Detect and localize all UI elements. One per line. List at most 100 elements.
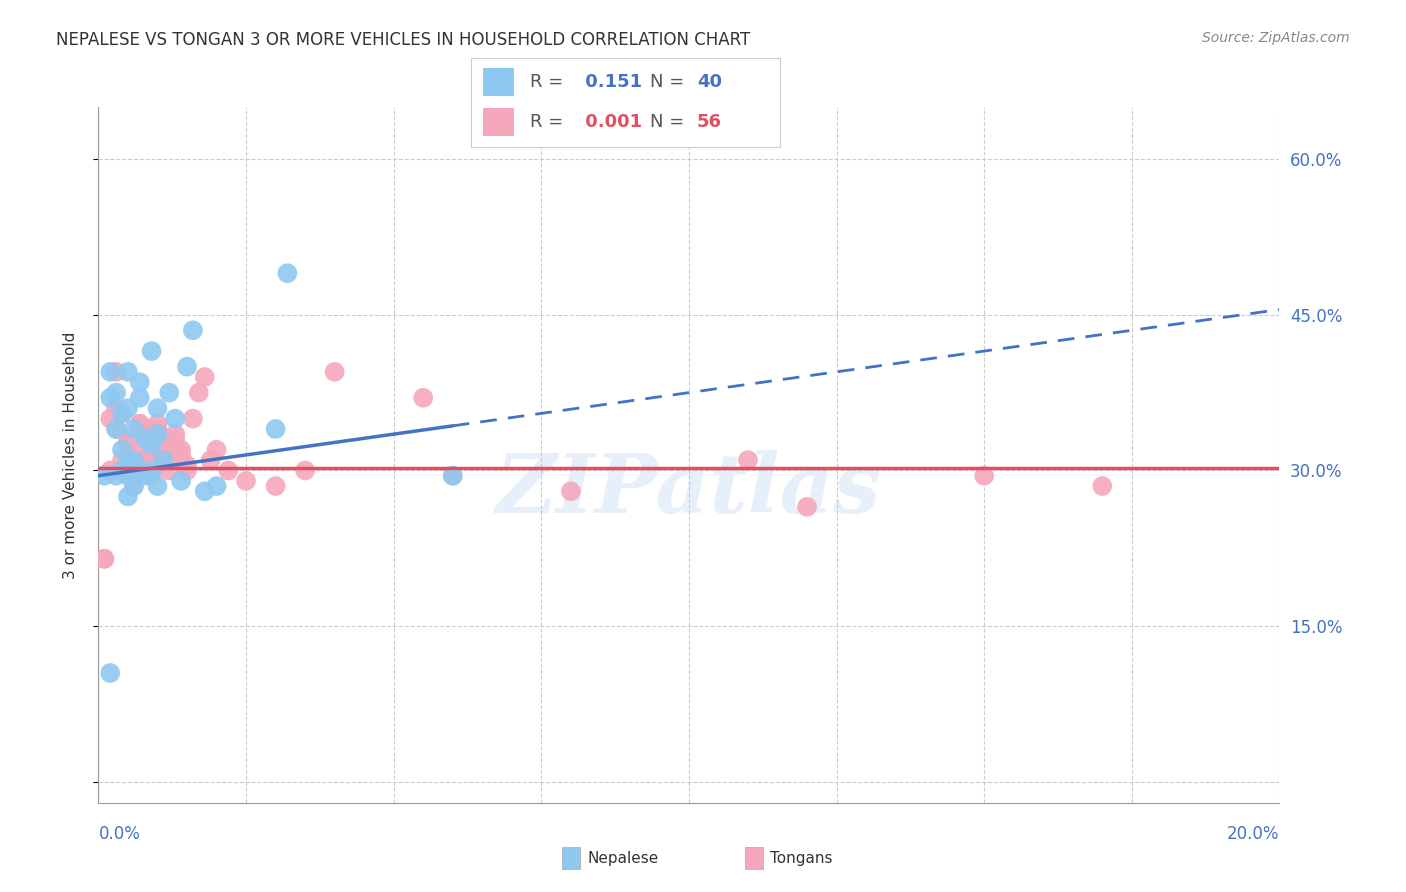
- Text: 0.151: 0.151: [579, 73, 643, 91]
- Point: [181, 323, 204, 337]
- Point: [105, 422, 128, 436]
- Point: [105, 385, 128, 400]
- Point: [117, 365, 139, 379]
- Point: [98, 365, 121, 379]
- Point: [135, 422, 157, 436]
- Point: [165, 433, 187, 447]
- Point: [276, 266, 298, 280]
- Point: [98, 665, 121, 680]
- Point: [141, 448, 163, 462]
- Point: [135, 427, 157, 442]
- Point: [117, 463, 139, 477]
- Point: [323, 365, 346, 379]
- Point: [560, 484, 582, 499]
- Point: [141, 437, 163, 451]
- Text: NEPALESE VS TONGAN 3 OR MORE VEHICLES IN HOUSEHOLD CORRELATION CHART: NEPALESE VS TONGAN 3 OR MORE VEHICLES IN…: [56, 31, 751, 49]
- Point: [217, 463, 239, 477]
- Point: [973, 468, 995, 483]
- Point: [176, 463, 198, 477]
- Point: [122, 479, 145, 493]
- Point: [146, 427, 169, 442]
- Point: [93, 551, 115, 566]
- Point: [98, 463, 121, 477]
- Point: [170, 448, 193, 462]
- Point: [165, 427, 187, 442]
- Text: N =: N =: [651, 73, 690, 91]
- Point: [111, 463, 134, 477]
- Point: [111, 453, 134, 467]
- Point: [122, 422, 145, 436]
- Point: [128, 417, 150, 431]
- Point: [128, 391, 150, 405]
- Point: [737, 453, 759, 467]
- Y-axis label: 3 or more Vehicles in Household: 3 or more Vehicles in Household: [63, 331, 77, 579]
- Point: [122, 479, 145, 493]
- Point: [194, 370, 217, 384]
- Point: [98, 391, 121, 405]
- Point: [187, 385, 209, 400]
- Point: [141, 463, 163, 477]
- Text: 20.0%: 20.0%: [1227, 825, 1279, 843]
- Bar: [484, 68, 515, 96]
- Text: 40: 40: [697, 73, 721, 91]
- Point: [122, 458, 145, 473]
- Point: [264, 422, 287, 436]
- Point: [117, 401, 139, 416]
- Point: [157, 442, 180, 457]
- Text: R =: R =: [530, 113, 569, 131]
- Point: [128, 468, 150, 483]
- Point: [146, 458, 169, 473]
- Point: [117, 468, 139, 483]
- Point: [111, 406, 134, 420]
- Point: [294, 463, 316, 477]
- Point: [128, 417, 150, 431]
- Point: [200, 453, 222, 467]
- Point: [105, 468, 128, 483]
- Point: [146, 422, 169, 436]
- Text: Source: ZipAtlas.com: Source: ZipAtlas.com: [1202, 31, 1350, 45]
- Text: 0.001: 0.001: [579, 113, 643, 131]
- Point: [176, 359, 198, 374]
- Point: [205, 442, 228, 457]
- Point: [122, 453, 145, 467]
- Point: [111, 442, 134, 457]
- Text: Nepalese: Nepalese: [588, 851, 658, 865]
- Point: [796, 500, 818, 514]
- Point: [128, 463, 150, 477]
- Bar: [484, 108, 515, 136]
- Point: [128, 376, 150, 390]
- Point: [111, 406, 134, 420]
- Point: [105, 365, 128, 379]
- Point: [135, 453, 157, 467]
- Point: [105, 401, 128, 416]
- Point: [146, 417, 169, 431]
- Point: [152, 453, 174, 467]
- Point: [98, 411, 121, 425]
- Text: R =: R =: [530, 73, 569, 91]
- Point: [157, 437, 180, 451]
- Point: [122, 442, 145, 457]
- Point: [412, 391, 434, 405]
- Point: [135, 468, 157, 483]
- Point: [165, 453, 187, 467]
- Point: [441, 468, 464, 483]
- Point: [194, 484, 217, 499]
- Point: [93, 468, 115, 483]
- Point: [170, 442, 193, 457]
- Text: 56: 56: [697, 113, 721, 131]
- Point: [146, 479, 169, 493]
- Point: [117, 458, 139, 473]
- Point: [205, 479, 228, 493]
- Point: [235, 474, 257, 488]
- Text: Tongans: Tongans: [770, 851, 832, 865]
- Point: [165, 411, 187, 425]
- Text: 0.0%: 0.0%: [98, 825, 141, 843]
- Text: N =: N =: [651, 113, 690, 131]
- Text: ZIPatlas: ZIPatlas: [496, 450, 882, 530]
- Point: [141, 344, 163, 359]
- Point: [264, 479, 287, 493]
- Point: [146, 401, 169, 416]
- Point: [105, 422, 128, 436]
- Point: [170, 474, 193, 488]
- Point: [152, 448, 174, 462]
